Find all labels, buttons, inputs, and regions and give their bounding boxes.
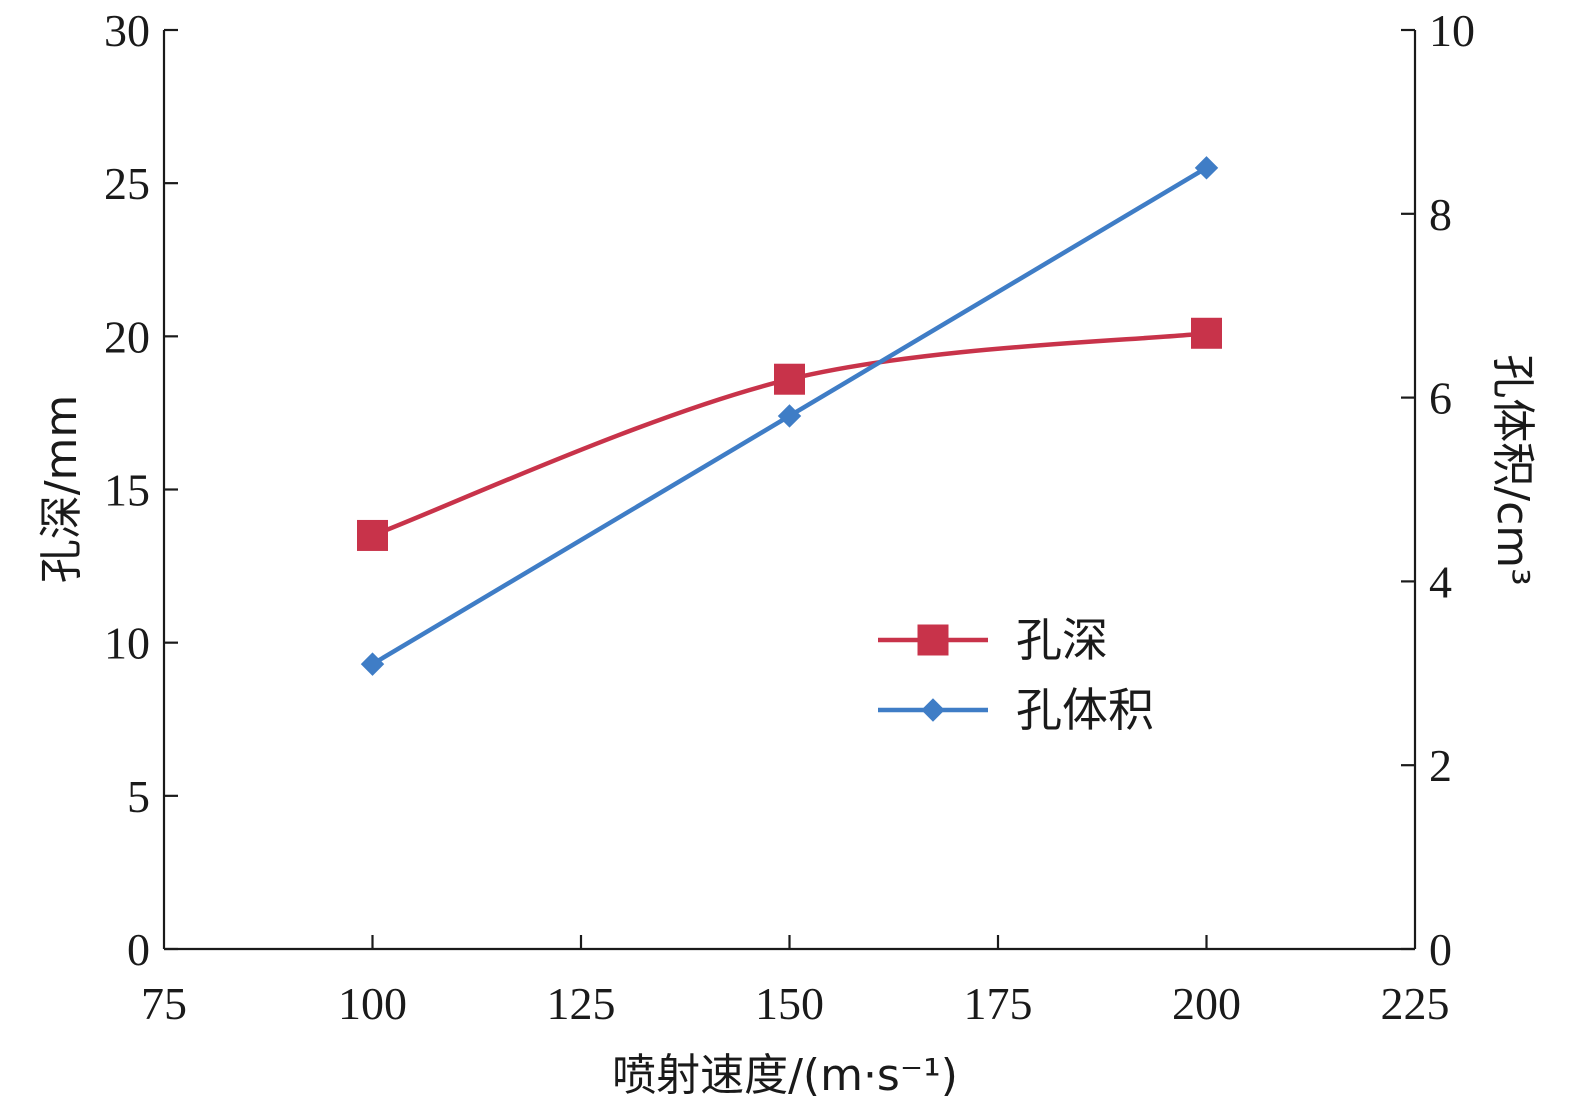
y-axis-right-title: 孔体积/cm³ <box>1487 354 1538 586</box>
y-left-tick-label: 15 <box>104 465 150 516</box>
x-tick-label: 200 <box>1172 978 1241 1029</box>
series-1 <box>357 317 1222 551</box>
x-tick-label: 175 <box>964 978 1033 1029</box>
legend-label: 孔深 <box>1016 613 1108 667</box>
data-point <box>774 363 805 395</box>
y-right-tick-label: 8 <box>1429 189 1452 240</box>
x-tick-label: 100 <box>338 978 407 1029</box>
y-left-tick-label: 10 <box>104 618 150 669</box>
data-point <box>1191 317 1222 349</box>
x-tick-label: 225 <box>1381 978 1450 1029</box>
x-axis-title: 喷射速度/(m·s⁻¹) <box>612 1050 958 1101</box>
y-right-tick-label: 4 <box>1429 556 1452 607</box>
data-point <box>777 404 802 428</box>
legend-swatch-marker <box>917 624 949 656</box>
data-point <box>1194 156 1219 180</box>
y-left-tick-label: 25 <box>104 158 150 209</box>
y-left-tick-label: 0 <box>127 924 150 975</box>
x-tick-label: 125 <box>547 978 616 1029</box>
y-left-tick-label: 5 <box>127 771 150 822</box>
y-right-tick-label: 10 <box>1429 5 1475 56</box>
legend-item: 孔深 <box>878 613 1108 667</box>
data-point <box>357 519 388 551</box>
y-left-tick-label: 20 <box>104 311 150 362</box>
x-tick-label: 75 <box>141 978 187 1029</box>
series-line <box>371 331 1207 538</box>
x-tick-label: 150 <box>755 978 824 1029</box>
series-2 <box>360 156 1219 676</box>
y-right-tick-label: 6 <box>1429 373 1452 424</box>
y-right-tick-label: 2 <box>1429 740 1452 791</box>
y-right-tick-label: 0 <box>1429 924 1452 975</box>
series-layer <box>357 156 1222 676</box>
legend-item: 孔体积 <box>878 683 1154 737</box>
y-axis-left-title: 孔深/mm <box>36 395 87 584</box>
legend-swatch-marker <box>921 698 945 722</box>
y-left-tick-label: 30 <box>104 5 150 56</box>
legend-label: 孔体积 <box>1016 683 1154 737</box>
data-point <box>360 652 385 676</box>
